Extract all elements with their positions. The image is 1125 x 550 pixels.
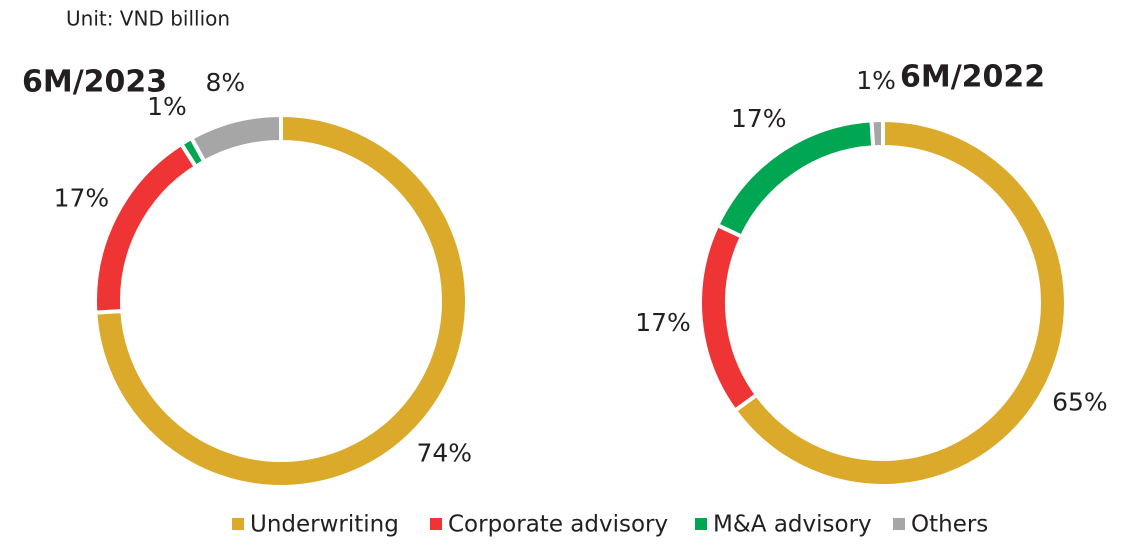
data-label: 17% <box>54 183 110 212</box>
donut-slice <box>93 112 469 489</box>
data-label: 65% <box>1052 387 1108 416</box>
donut-slice <box>698 222 760 414</box>
data-label: 1% <box>856 66 896 95</box>
donut-slice <box>869 117 885 150</box>
chart-title: 6M/2023 <box>22 65 167 100</box>
legend-swatch <box>893 518 905 530</box>
chart-title: 6M/2022 <box>900 60 1045 95</box>
legend-swatch <box>232 518 244 530</box>
donut-slice <box>714 118 876 240</box>
legend-swatch <box>695 518 707 530</box>
legend-label: Corporate advisory <box>448 512 668 538</box>
donut-slice <box>93 141 199 315</box>
donut-slice <box>188 112 283 165</box>
legend-swatch <box>430 518 442 530</box>
legend-label: M&A advisory <box>713 512 872 538</box>
data-label: 17% <box>731 104 787 133</box>
data-label: 8% <box>205 68 245 97</box>
donut-slice <box>732 117 1068 488</box>
data-label: 17% <box>635 308 691 337</box>
legend-label: Others <box>911 512 988 538</box>
unit-note: Unit: VND billion <box>66 7 230 31</box>
data-label: 74% <box>416 438 472 467</box>
data-label: 1% <box>147 92 187 121</box>
legend-label: Underwriting <box>250 512 399 538</box>
